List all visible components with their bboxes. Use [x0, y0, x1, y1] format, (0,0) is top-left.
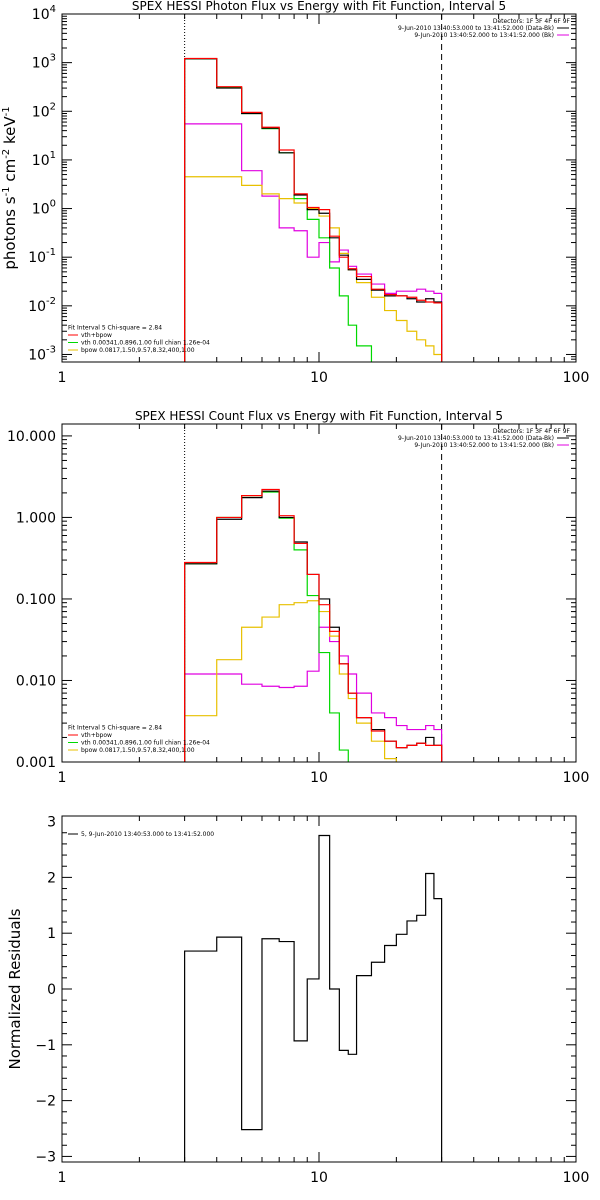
legend-header: Fit Interval 5 Chi-square = 2.84 [68, 725, 162, 732]
chart-title: SPEX HESSI Count Flux vs Energy with Fit… [135, 409, 503, 423]
y-tick-base: 10 [32, 7, 50, 23]
chart-panel-1: SPEX HESSI Photon Flux vs Energy with Fi… [1, 0, 590, 386]
y-tick-label: 102 [32, 101, 56, 120]
y-axis-label-part: photons s [1, 196, 19, 269]
y-axis-label: photons s-1 cm-2 keV-1 [1, 106, 19, 269]
y-tick-label: 1 [47, 926, 56, 942]
series-bpow [184, 600, 397, 762]
x-tick-label: 100 [563, 370, 590, 386]
info-line: 9-Jun-2010 13:40:53.000 to 13:41:52.000 … [398, 25, 554, 32]
chart-title: SPEX HESSI Photon Flux vs Energy with Fi… [132, 0, 506, 13]
y-tick-label: 10-2 [28, 296, 56, 315]
y-tick-exponent: -3 [46, 344, 56, 355]
x-tick-label: 10 [310, 770, 328, 786]
series-data [184, 834, 443, 1162]
y-tick-label: 3 [47, 815, 56, 831]
series-group [184, 57, 443, 362]
y-tick-label: 101 [32, 150, 56, 169]
series-bkg [184, 123, 443, 362]
series-vth [184, 491, 349, 762]
y-axis-label-part: cm [1, 159, 19, 187]
y-tick-label: 10-3 [28, 344, 56, 363]
y-tick-base: 10 [28, 250, 46, 266]
series-group [184, 834, 443, 1162]
y-tick-label: 10-1 [28, 247, 56, 266]
legend-label: vth 0.00341,0.896,1.00 full chian 1.26e-… [81, 340, 210, 347]
y-tick-base: 10 [32, 56, 50, 72]
y-tick-base: 10 [32, 104, 50, 120]
series-group [184, 488, 443, 762]
y-tick-base: 10 [32, 202, 50, 218]
x-tick-label: 1 [58, 370, 67, 386]
info-line: Detectors: 1F 3F 4F 6F 9F [493, 18, 571, 25]
y-tick-label: −3 [35, 1149, 56, 1165]
y-tick-base: 10 [28, 347, 46, 363]
legend-header: Fit Interval 5 Chi-square = 2.84 [68, 325, 162, 332]
x-tick-label: 1 [58, 770, 67, 786]
plot-frame [61, 815, 577, 1163]
series-vth [184, 58, 373, 362]
legend-label: vth+bpow [81, 332, 112, 339]
y-tick-label: −2 [35, 1094, 56, 1110]
y-tick-exponent: -1 [46, 247, 56, 258]
legend-label: bpow 0.0817,1.50,9.57,8.32,400,1.00 [81, 347, 195, 354]
chart-panel-3: 1 10 100 −3 −2 −1 0 1 2 3 Normalized Residuals 5, 9… [6, 815, 589, 1186]
legend-label: 5, 9-Jun-2010 13:40:53.000 to 13:41:52.0… [81, 831, 214, 838]
y-axis-label-exp: -2 [1, 149, 12, 159]
series-bpow [184, 176, 443, 362]
legend-label: vth+bpow [81, 732, 112, 739]
y-tick-exponent: 1 [50, 150, 56, 161]
y-tick-exponent: -2 [46, 296, 56, 307]
y-tick-label: 0.001 [16, 755, 56, 771]
y-tick-label: −1 [35, 1038, 56, 1054]
y-tick-exponent: 3 [50, 53, 56, 64]
y-tick-exponent: 4 [50, 4, 56, 15]
legend-label: vth 0.00341,0.896,1.00 full chian 1.26e-… [81, 740, 210, 747]
y-tick-label: 103 [32, 53, 56, 72]
info-line: 9-Jun-2010 13:40:53.000 to 13:41:52.000 … [398, 435, 554, 442]
y-tick-label: 0.100 [16, 592, 56, 608]
legend-label: bpow 0.0817,1.50,9.57,8.32,400,1.00 [81, 747, 195, 754]
y-tick-label: 10.000 [7, 429, 56, 445]
series-total [184, 57, 443, 362]
y-tick-label: 100 [32, 199, 56, 218]
y-tick-label: 0 [47, 982, 56, 998]
series-total [184, 488, 443, 762]
y-tick-base: 10 [32, 153, 50, 169]
x-tick-label: 10 [310, 1170, 328, 1186]
info-line: 9-Jun-2010 13:40:52.000 to 13:41:52.000 … [414, 442, 554, 449]
y-tick-label: 1.000 [16, 510, 56, 526]
series-bkg [184, 626, 443, 762]
x-tick-label: 100 [563, 1170, 590, 1186]
info-line: 9-Jun-2010 13:40:52.000 to 13:41:52.000 … [414, 32, 554, 39]
y-tick-label: 2 [47, 870, 56, 886]
y-tick-base: 10 [28, 299, 46, 315]
y-axis-label: Normalized Residuals [6, 908, 24, 1069]
y-tick-label: 0.010 [16, 673, 56, 689]
chart-panel-2: SPEX HESSI Count Flux vs Energy with Fit… [7, 409, 590, 786]
x-tick-label: 1 [58, 1170, 67, 1186]
y-tick-label: 104 [32, 4, 56, 23]
plot-frame [61, 13, 577, 363]
x-tick-label: 100 [563, 770, 590, 786]
plot-frame [61, 423, 577, 763]
y-axis-label-part: keV [1, 116, 19, 149]
y-axis-label-exp: -1 [1, 186, 12, 196]
y-axis-label-exp: -1 [1, 106, 12, 116]
y-tick-exponent: 0 [50, 199, 56, 210]
y-tick-exponent: 2 [50, 101, 56, 112]
x-tick-label: 10 [310, 370, 328, 386]
info-line: Detectors: 1F 3F 4F 6F 9F [493, 428, 571, 435]
